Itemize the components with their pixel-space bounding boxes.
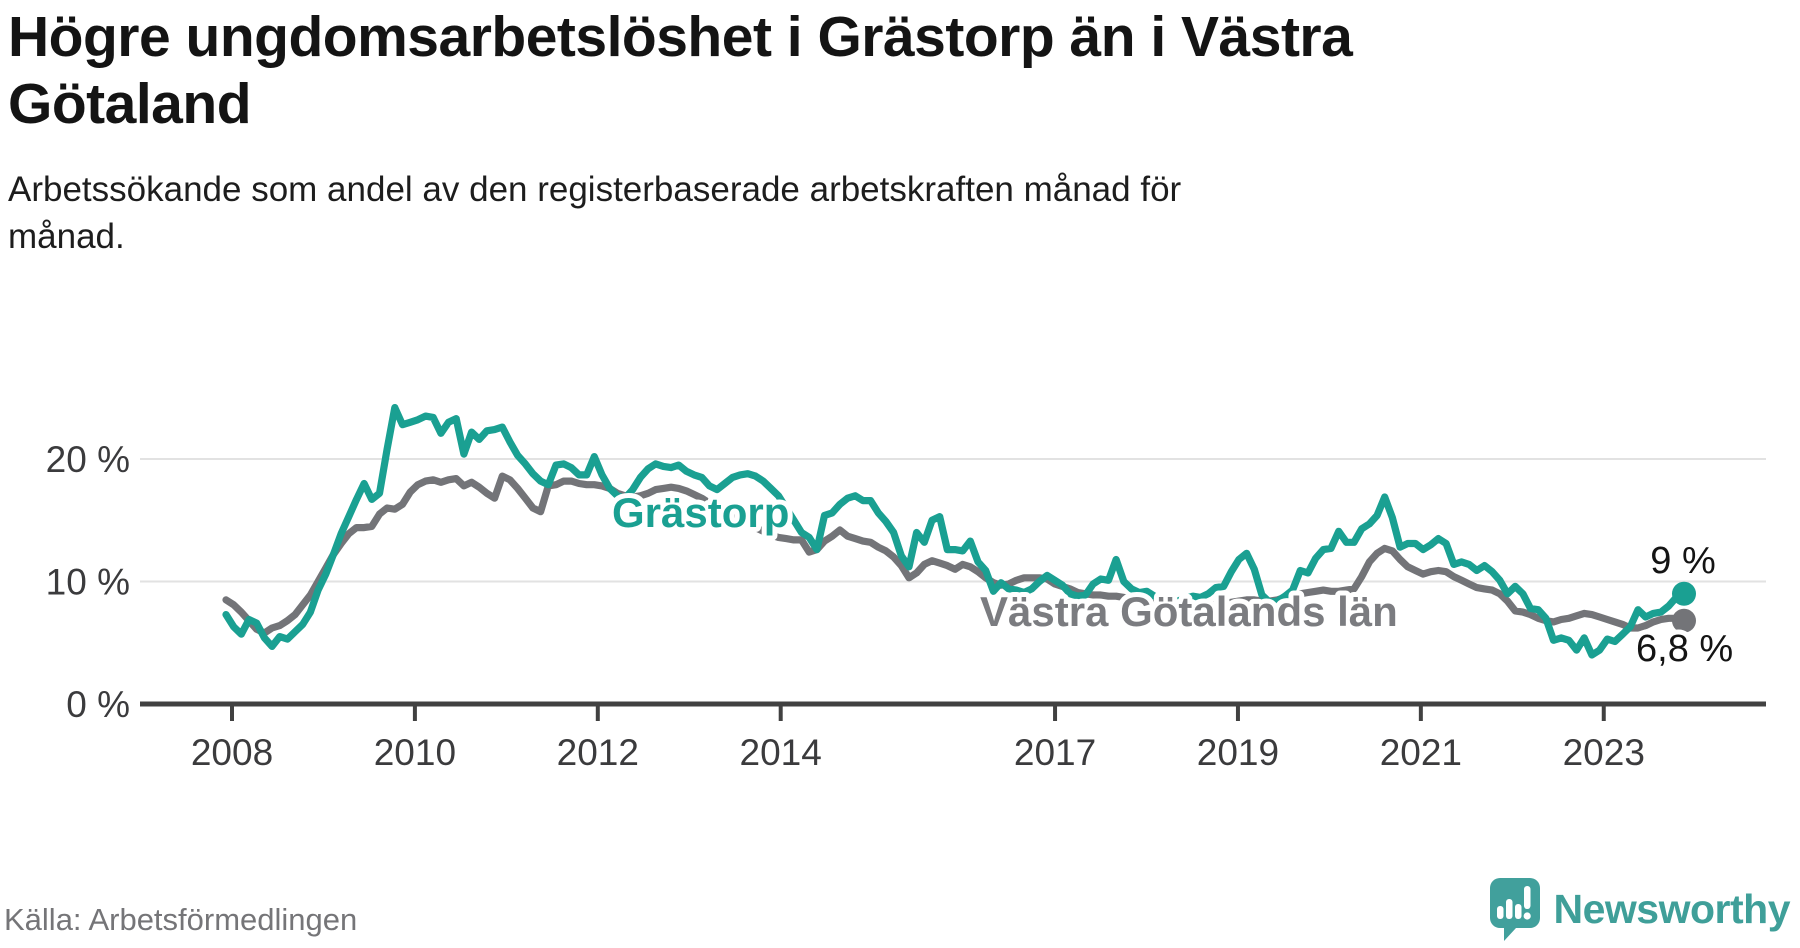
source-note: Källa: Arbetsförmedlingen — [4, 902, 358, 937]
subtitle-line-2: månad. — [8, 217, 125, 256]
end-dot-grastorp — [1672, 581, 1696, 606]
series-line-vastra-gotaland — [222, 472, 1688, 637]
bar-small — [1496, 906, 1503, 919]
series-label-grastorp: Grästorp — [612, 489, 789, 536]
end-value-label-vastra-gotaland: 6,8 % — [1636, 628, 1733, 670]
y-tick-label-20: 20 % — [46, 439, 130, 480]
y-tick-label-0: 0 % — [66, 684, 130, 725]
x-tick-label-2010: 2010 — [374, 732, 456, 773]
newsworthy-icon — [1489, 878, 1540, 941]
brand-name: Newsworthy — [1553, 885, 1791, 932]
series-lines — [222, 404, 1696, 659]
x-tick-label-2012: 2012 — [557, 732, 639, 773]
chart-header: Högre ungdomsarbetslöshet i Grästorp än … — [8, 4, 1353, 260]
x-tick-label-2021: 2021 — [1380, 732, 1462, 773]
gridlines: 0 % 10 % 20 % — [46, 439, 1766, 725]
bar-tall — [1505, 899, 1512, 919]
x-tick-label-2014: 2014 — [740, 732, 822, 773]
exclamation-bar — [1523, 886, 1530, 909]
series-line-grastorp — [222, 404, 1688, 659]
x-tick-label-2008: 2008 — [191, 732, 273, 773]
page-title: Högre ungdomsarbetslöshet i Grästorp än … — [8, 4, 1353, 138]
y-tick-label-10: 10 % — [46, 562, 130, 603]
x-tick-label-2019: 2019 — [1197, 732, 1279, 773]
x-axis: 2008 2010 2012 2014 2017 2019 2021 2023 — [140, 701, 1766, 773]
x-tick-label-2017: 2017 — [1014, 732, 1096, 773]
end-value-label-grastorp: 9 % — [1650, 540, 1715, 582]
title-line-2: Götaland — [8, 72, 252, 136]
exclamation-dot — [1523, 912, 1531, 920]
end-dot-vastra-gotaland — [1672, 608, 1696, 633]
x-tick-label-2023: 2023 — [1563, 732, 1645, 773]
subtitle-line-1: Arbetssökande som andel av den registerb… — [8, 170, 1182, 209]
chart-subtitle: Arbetssökande som andel av den registerb… — [8, 166, 1352, 260]
newsworthy-logo: Newsworthy — [1486, 876, 1791, 942]
series-label-vastra-gotalands-lan: Västra Götalands län — [980, 588, 1398, 635]
bar-medium — [1514, 904, 1521, 919]
title-line-1: Högre ungdomsarbetslöshet i Grästorp än … — [8, 5, 1353, 69]
